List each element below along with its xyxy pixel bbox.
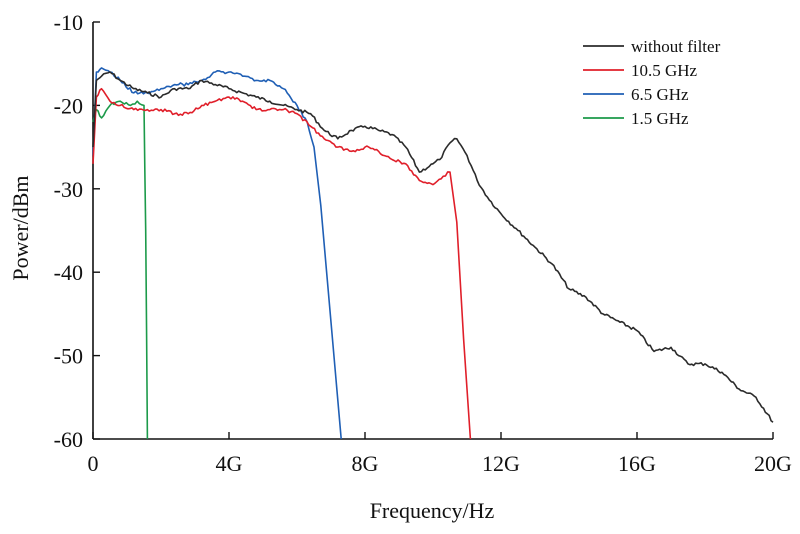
x-axis-title: Frequency/Hz bbox=[370, 498, 495, 523]
y-tick-label: -30 bbox=[54, 177, 83, 202]
axes: 0 4G 8G 12G 16G 20G -10 -20 -30 -40 -50 -60 bbox=[54, 10, 792, 476]
legend: without filter 10.5 GHz 6.5 GHz 1.5 GHz bbox=[583, 37, 721, 128]
x-tick-label: 12G bbox=[482, 451, 520, 476]
y-tick-label: -10 bbox=[54, 10, 83, 35]
x-tick-label: 4G bbox=[216, 451, 243, 476]
y-tick-label: -20 bbox=[54, 93, 83, 118]
x-tick-label: 16G bbox=[618, 451, 656, 476]
y-axis-title: Power/dBm bbox=[8, 175, 33, 280]
legend-label: 1.5 GHz bbox=[631, 109, 689, 128]
legend-label: 6.5 GHz bbox=[631, 85, 689, 104]
series-line bbox=[92, 71, 774, 423]
series-layer bbox=[92, 67, 774, 440]
series-line bbox=[92, 67, 342, 440]
y-tick-label: -60 bbox=[54, 427, 83, 452]
series-line bbox=[92, 87, 472, 440]
x-tick-label: 20G bbox=[754, 451, 792, 476]
y-tick-label: -40 bbox=[54, 260, 83, 285]
series-line bbox=[92, 100, 149, 440]
legend-label: without filter bbox=[631, 37, 721, 56]
x-tick-label: 0 bbox=[88, 451, 99, 476]
x-tick-label: 8G bbox=[352, 451, 379, 476]
legend-label: 10.5 GHz bbox=[631, 61, 698, 80]
y-tick-label: -50 bbox=[54, 344, 83, 369]
